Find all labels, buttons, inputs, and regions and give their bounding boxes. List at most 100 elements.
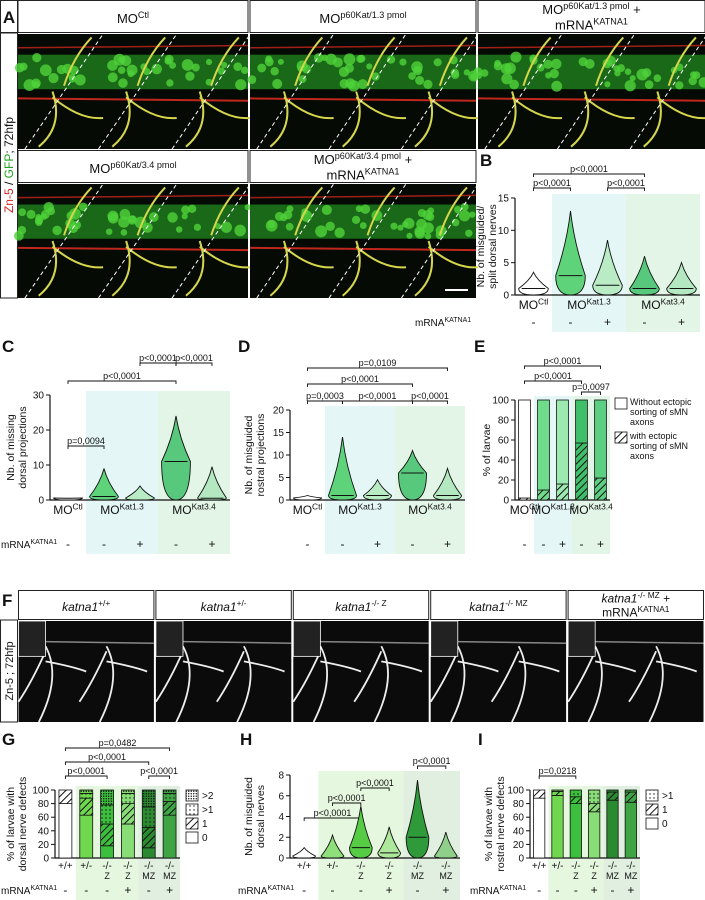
inset xyxy=(567,620,596,657)
bar-segment xyxy=(121,823,135,859)
label-main: MO xyxy=(510,503,529,517)
inset xyxy=(18,620,46,657)
gfp-cell xyxy=(191,63,200,72)
gfp-cell xyxy=(415,75,425,85)
mrna-label: mRNAKATNA1 xyxy=(415,317,471,329)
violin xyxy=(328,436,357,501)
y-tick-label: 100 xyxy=(492,396,509,407)
gfp-cell xyxy=(408,72,416,80)
y-tick-label: 20 xyxy=(38,840,50,851)
p-value: p<0,0001 xyxy=(139,353,177,363)
gfp-cell xyxy=(356,54,365,63)
gfp-cell xyxy=(270,67,279,76)
legend-label: >2 xyxy=(202,791,214,802)
violin xyxy=(405,780,430,859)
segment-boundary xyxy=(328,33,407,150)
gfp-cell xyxy=(504,62,516,75)
label-main: mRNA xyxy=(555,17,594,32)
legend-label: with ectopic sorting of sMN axons xyxy=(630,431,689,461)
gfp-cell xyxy=(217,67,226,75)
x-group-label: MOKat3.4 xyxy=(172,501,216,517)
gfp-cell xyxy=(460,202,469,211)
legend-label: 1 xyxy=(662,805,668,816)
x-group-label: MOKat3.4 xyxy=(569,501,613,517)
gfp-cell xyxy=(265,219,278,232)
label-main: katna1 xyxy=(469,600,505,614)
label-superscript: Kat1.3 xyxy=(587,296,612,306)
gfp-cell xyxy=(181,205,190,215)
panel-title: katna1+/+ xyxy=(62,598,110,614)
gfp-cell xyxy=(214,223,221,230)
y-tick-label: 0 xyxy=(518,854,524,865)
gfp-cell xyxy=(175,226,183,233)
label-superscript: Ctl xyxy=(73,501,83,511)
gfp-cell xyxy=(412,65,423,76)
group-shading xyxy=(86,391,158,554)
gfp-cell xyxy=(126,64,138,76)
bar-pattern xyxy=(142,807,156,828)
label-main: MO xyxy=(408,503,427,517)
gfp-cell xyxy=(74,74,86,86)
inset xyxy=(430,620,459,657)
y-tick-label: 80 xyxy=(513,799,525,810)
red-axon xyxy=(249,194,477,199)
gfp-cell xyxy=(185,71,195,81)
y-tick-label: 60 xyxy=(513,813,525,824)
y-tick-label: 0 xyxy=(43,854,49,865)
gfp-cell xyxy=(624,80,636,92)
legend-swatch-pattern xyxy=(615,432,627,443)
panel-title-box xyxy=(17,150,249,183)
bar-pattern xyxy=(556,484,569,500)
red-axon xyxy=(477,97,705,102)
bar-pattern xyxy=(58,790,72,804)
micrograph-bg xyxy=(18,184,248,298)
nerve xyxy=(628,645,698,723)
legend-label: 1 xyxy=(202,819,208,830)
y-tick-label: 20 xyxy=(33,426,45,437)
significance-bracket xyxy=(533,187,571,191)
panel-title: MOp60Kat/3.4 pmol + xyxy=(314,151,412,167)
x-tick-label: -/- xyxy=(608,861,617,872)
x-tick-label: -/- xyxy=(356,861,365,872)
panel-title: mRNAKATNA1 xyxy=(555,16,628,32)
label-superscript: KATNA1 xyxy=(637,604,669,614)
y-tick-label: 15 xyxy=(498,194,510,205)
mrna-sign: - xyxy=(542,537,546,551)
side-label-part: / xyxy=(2,178,16,188)
p-value: p=0,0094 xyxy=(67,436,105,446)
y-tick-label: 5 xyxy=(278,473,284,484)
bar-pattern xyxy=(606,790,619,793)
label-main: katna1 xyxy=(601,592,637,606)
bar-segment xyxy=(79,814,94,859)
label-main: mRNA xyxy=(1,540,31,551)
mrna-sign: + xyxy=(386,883,393,897)
micrograph-bg xyxy=(18,34,248,149)
p-value: p<0,0001 xyxy=(328,793,366,803)
mrna-sign: + xyxy=(124,883,131,897)
p-value: p=0,0097 xyxy=(572,382,610,392)
label-main: mRNA xyxy=(327,167,366,182)
y-tick-label: 4 xyxy=(278,812,284,823)
p-value: p<0,0001 xyxy=(88,752,126,762)
x-tick-label: -/- xyxy=(626,861,635,872)
inset xyxy=(292,620,321,657)
gfp-cell xyxy=(386,55,396,64)
gfp-cell xyxy=(357,79,368,90)
p-value: p<0,0001 xyxy=(534,371,572,381)
gfp-cell xyxy=(399,58,407,66)
gfp-cell xyxy=(390,222,398,230)
segment-boundary xyxy=(256,183,335,299)
gfp-cell xyxy=(360,204,371,214)
bar-pattern xyxy=(537,490,550,500)
gfp-cell xyxy=(169,61,177,69)
label-main: MO xyxy=(531,503,550,517)
y-axis-label: % of larvae xyxy=(481,424,493,477)
gfp-cell xyxy=(604,81,611,88)
red-axon xyxy=(477,44,705,49)
legend-swatch xyxy=(614,397,628,410)
bar-pattern xyxy=(570,796,582,804)
legend-label-box: Without ectopic sorting of sMN axons xyxy=(630,397,692,427)
y-tick-label: 20 xyxy=(498,476,510,487)
y-axis-label: rostral nerve defects xyxy=(495,776,507,871)
mrna-sign: + xyxy=(444,537,451,551)
